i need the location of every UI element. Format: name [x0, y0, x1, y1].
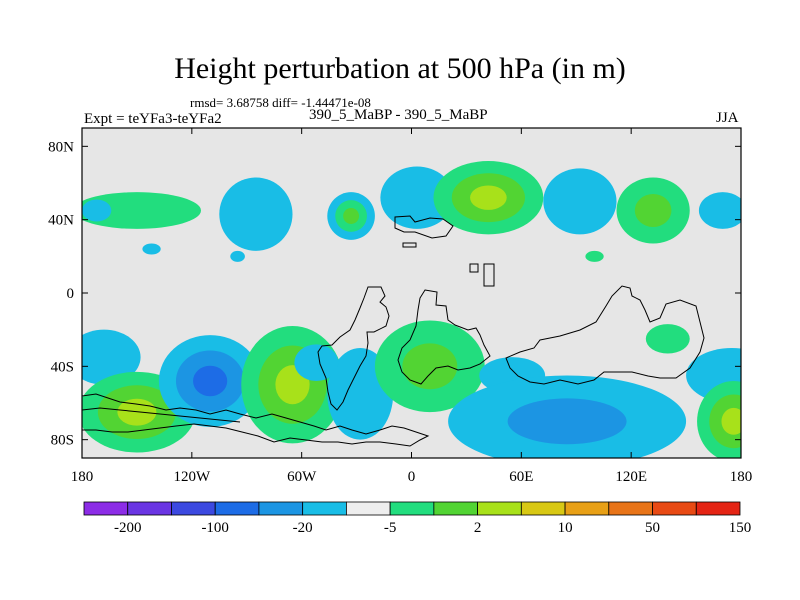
colorbar-box	[214, 501, 260, 516]
colorbar-label: 2	[474, 520, 482, 536]
y-tick-label: 40S	[51, 359, 74, 375]
contour-region-11-level-0	[585, 250, 604, 262]
contour-region-1-level-2	[343, 208, 360, 224]
colorbar-box	[652, 501, 697, 516]
colorbar-box	[564, 501, 610, 516]
x-tick-label: 0	[408, 469, 416, 485]
contour-region-5-level-1	[634, 194, 672, 227]
x-tick-label: 120W	[173, 469, 211, 485]
colorbar-label: -100	[201, 520, 229, 536]
coastlines	[82, 215, 705, 447]
contour-region-4-level-0	[543, 168, 617, 235]
colorbar-label: -5	[384, 520, 397, 536]
colorbar-box	[477, 501, 522, 516]
coastline-south-america	[317, 286, 390, 411]
contour-region-0-level-0	[219, 177, 293, 251]
coastline-north-america	[394, 215, 454, 239]
x-tick-label: 120E	[615, 469, 647, 485]
case-label: 390_5_MaBP - 390_5_MaBP	[309, 107, 488, 123]
colorbar-box	[83, 501, 129, 516]
contour-region-3-level-2	[470, 185, 507, 210]
contour-region-8-level-0	[82, 199, 112, 222]
colorbar-label: 50	[645, 520, 660, 536]
coastline-asia	[505, 285, 705, 385]
contour-region-21-level-0	[645, 324, 690, 354]
stats-label: rmsd= 3.68758 diff= -1.44471e-08	[190, 95, 371, 110]
colorbar-box	[345, 501, 391, 516]
contour-region-10-level-0	[230, 250, 245, 262]
colorbar-label: 10	[558, 520, 573, 536]
colorbar-box	[695, 501, 741, 516]
coastline-islands	[469, 263, 495, 287]
coastline-north-africa	[402, 242, 417, 248]
contour-region-7-level-0	[82, 192, 201, 229]
contour-region-6-level-0	[698, 192, 741, 229]
colorbar-label: -200	[114, 520, 142, 536]
x-tick-label: 60W	[287, 469, 317, 485]
coastline-antarctica	[82, 393, 430, 447]
contour-regions	[82, 161, 741, 458]
y-tick-label: 80N	[48, 139, 74, 155]
colorbar-box	[389, 501, 435, 516]
colorbar: -200 -100 -20 -5 2 10 50 150	[83, 501, 752, 536]
contour-region-14-level-2	[193, 365, 228, 397]
axes: 180 120W 60W 0 60E 120E 180 80N 40N 0 40S 80S	[48, 128, 752, 485]
colorbar-box	[127, 501, 172, 516]
contour-region-9-level-0	[142, 243, 161, 255]
x-tick-label: 60E	[509, 469, 533, 485]
colorbar-box	[608, 501, 653, 516]
contour-region-17-level-0	[294, 344, 339, 381]
colorbar-box	[520, 501, 566, 516]
chart-title: Height perturbation at 500 hPa (in m)	[174, 52, 626, 85]
colorbar-box	[258, 501, 304, 516]
contour-region-12-level-0	[82, 329, 141, 385]
colorbar-box	[302, 501, 347, 516]
season-label: JJA	[716, 110, 739, 126]
colorbar-box	[433, 501, 479, 516]
coastline-africa	[397, 289, 491, 385]
y-tick-label: 80S	[51, 433, 74, 449]
x-tick-label: 180	[730, 469, 753, 485]
colorbar-box	[171, 501, 216, 516]
contour-region-18-level-1	[402, 343, 458, 390]
y-tick-label: 40N	[48, 213, 74, 229]
contour-region-20-level-1	[507, 398, 627, 445]
colorbar-label: 150	[729, 520, 752, 536]
contour-region-2-level-0	[380, 166, 454, 229]
colorbar-label: -20	[293, 520, 313, 536]
coastline-antarctic-peninsula	[82, 407, 241, 423]
y-tick-label: 0	[67, 286, 75, 302]
x-tick-label: 180	[71, 469, 94, 485]
experiment-label: Expt = teYFa3-teYFa2	[84, 111, 222, 127]
contour-region-23-level-2	[721, 407, 741, 435]
